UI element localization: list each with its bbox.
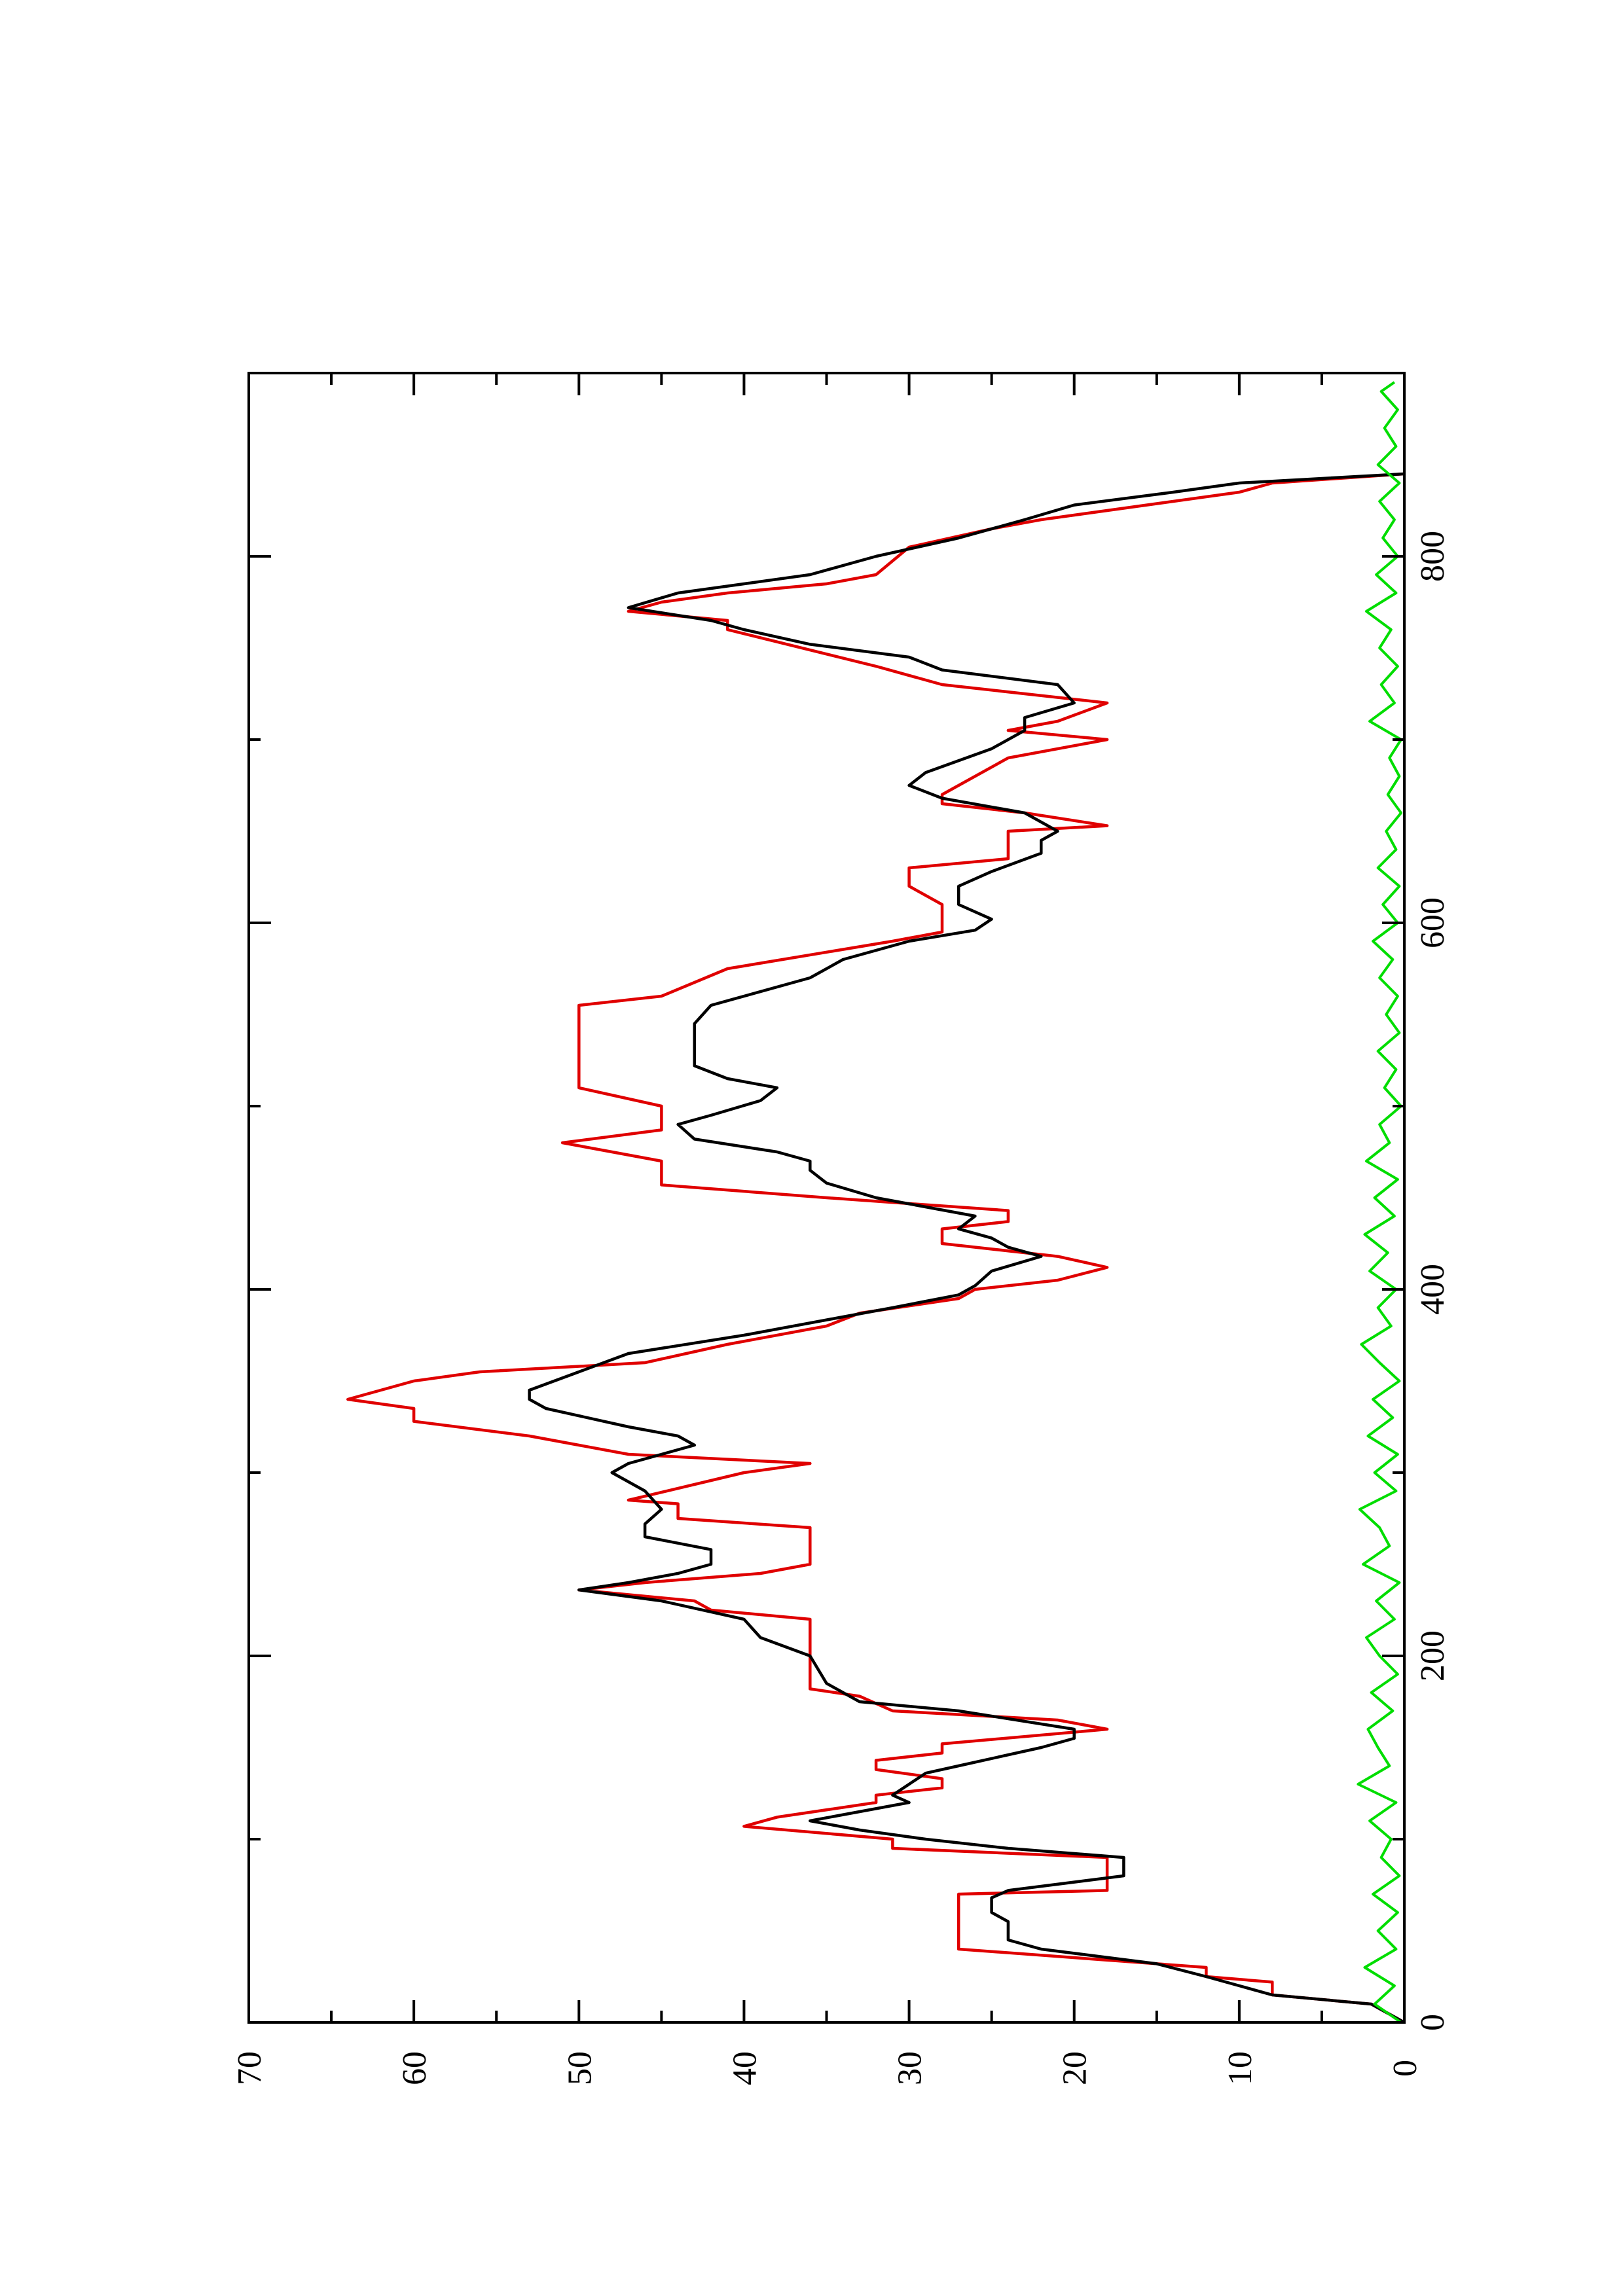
x-tick-label: 200 <box>1414 1630 1451 1681</box>
axis-ticks <box>247 373 1406 2024</box>
y-tick-label: 50 <box>561 2051 598 2085</box>
y-tick-label: 10 <box>1222 2051 1259 2085</box>
y-tick-label: 0 <box>1387 2060 1424 2077</box>
x-tick-label: 800 <box>1414 531 1451 582</box>
y-tick-label: 30 <box>892 2051 929 2085</box>
x-tick-label: 0 <box>1414 2014 1451 2031</box>
y-tick-label: 20 <box>1057 2051 1094 2085</box>
plot-lines <box>346 381 1406 2024</box>
tick-labels: 0 200 400 600 800 0 10 20 30 40 50 60 70 <box>231 531 1451 2085</box>
y-tick-label: 40 <box>726 2051 763 2085</box>
x-tick-label: 600 <box>1414 897 1451 948</box>
x-tick-label: 400 <box>1414 1264 1451 1315</box>
y-tick-label: 70 <box>231 2051 268 2085</box>
series-line-1 <box>346 472 1406 2024</box>
y-tick-label: 60 <box>396 2051 433 2085</box>
series-line-3 <box>1357 381 1402 2024</box>
series-line-2 <box>528 472 1406 2024</box>
